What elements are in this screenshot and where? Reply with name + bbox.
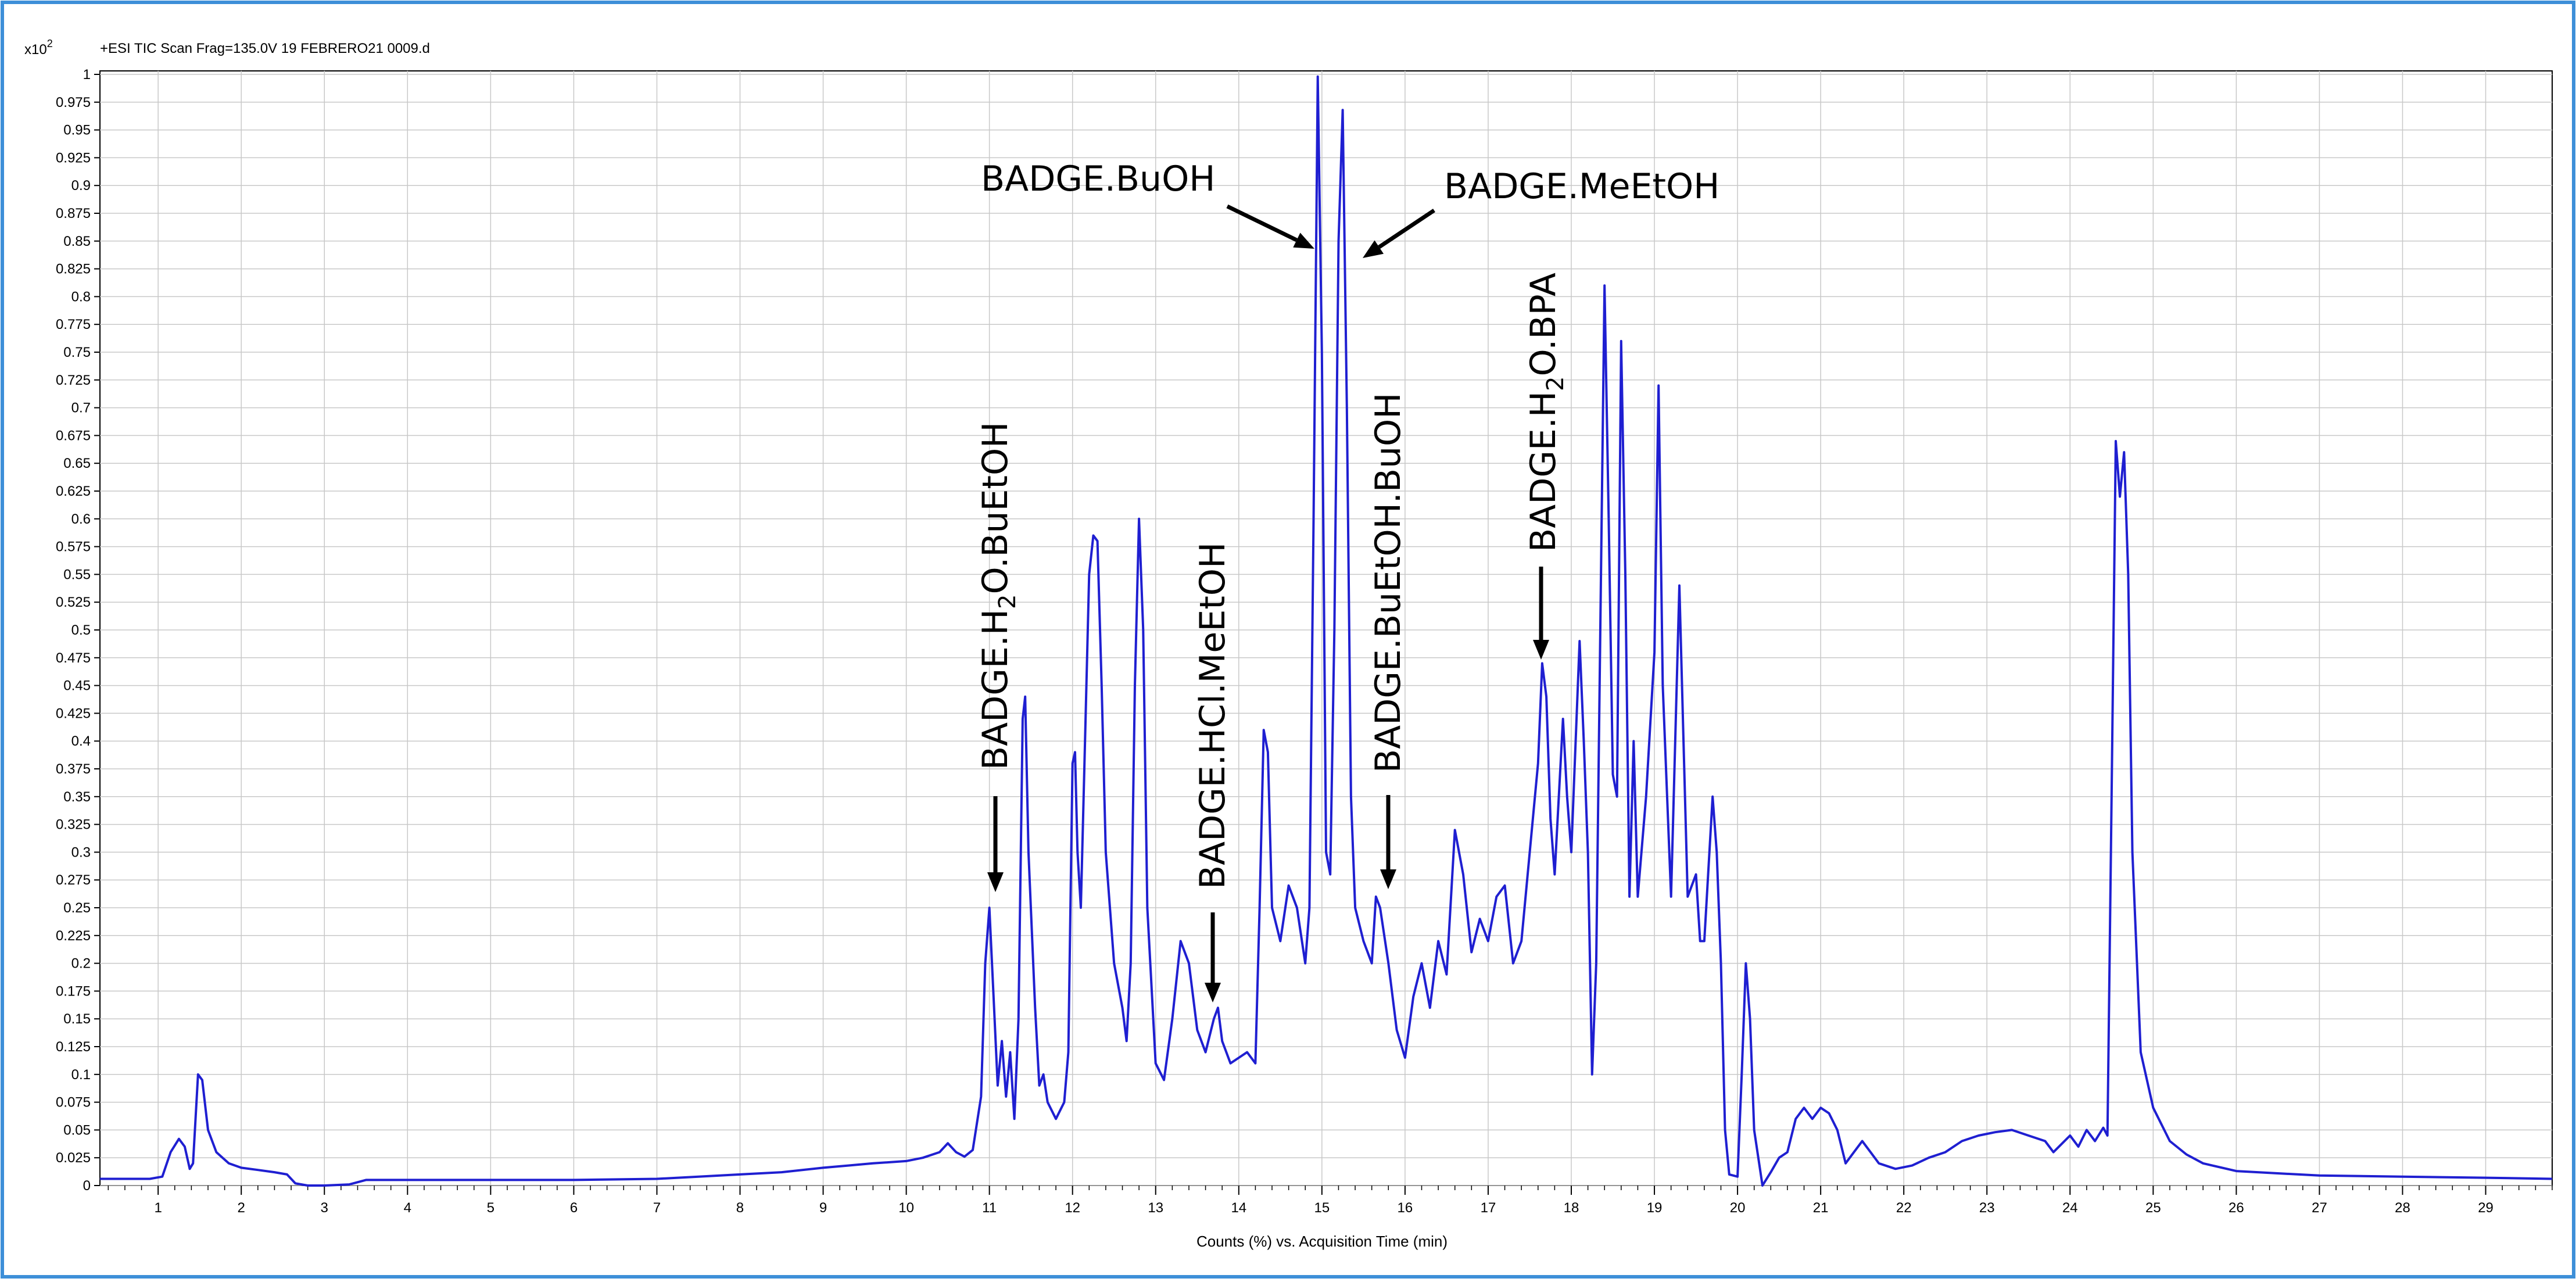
y-tick-label: 0.55: [63, 567, 91, 582]
y-tick-label: 0.85: [63, 234, 91, 249]
series-layer: [100, 75, 2553, 1187]
x-tick-label: 3: [321, 1200, 328, 1216]
x-tick-label: 1: [154, 1200, 162, 1216]
y-tick-label: 0.425: [56, 706, 91, 721]
y-tick-label: 0.15: [63, 1011, 91, 1027]
x-tick-label: 2: [238, 1200, 245, 1216]
y-tick-label: 0.975: [56, 95, 91, 110]
annotation-arrow: [1363, 209, 1435, 258]
y-tick-label: 0.3: [71, 844, 91, 860]
annotation-arrow: [987, 796, 1004, 892]
y-tick-label: 0.025: [56, 1150, 91, 1166]
annotation-arrow: [1380, 795, 1396, 889]
annotation-arrow: [1205, 912, 1221, 1002]
y-tick-label: 0.35: [63, 789, 91, 805]
chart-header: +ESI TIC Scan Frag=135.0V 19 FEBRERO21 0…: [100, 41, 430, 56]
x-tick-label: 28: [2395, 1200, 2410, 1216]
x-tick-label: 20: [1730, 1200, 1746, 1216]
annotation-label: BADGE.H2O.BuEtOH: [975, 422, 1021, 770]
tic-series-line: [100, 75, 2553, 1187]
x-tick-label: 27: [2312, 1200, 2327, 1216]
x-tick-label: 16: [1398, 1200, 1413, 1216]
x-tick-label: 12: [1065, 1200, 1080, 1216]
y-tick-label: 0.775: [56, 317, 91, 332]
x-tick-label: 29: [2478, 1200, 2493, 1216]
y-tick-label: 0.05: [63, 1122, 91, 1138]
x-tick-label: 8: [736, 1200, 744, 1216]
annotation-label: BADGE.H2O.BPA: [1523, 273, 1569, 552]
annotation-label: BADGE.HCl.MeEtOH: [1192, 542, 1233, 889]
y-tick-label: 0.875: [56, 206, 91, 221]
x-tick-label: 21: [1813, 1200, 1829, 1216]
y-tick-label: 0.95: [63, 123, 91, 138]
y-tick-label: 0.8: [71, 289, 91, 305]
y-tick-label: 0: [83, 1178, 91, 1194]
axis-layer: 0 0.025 0.05 0.075 0.1 0.125 0.15 0.175 0.2 0.225…: [56, 67, 2553, 1216]
multiplier-label: x102: [24, 38, 53, 58]
y-tick-label: 0.925: [56, 150, 91, 166]
x-tick-label: 18: [1564, 1200, 1579, 1216]
y-tick-label: 0.725: [56, 373, 91, 388]
annotation-arrow: [1226, 204, 1314, 249]
annotation-arrow: [1533, 567, 1549, 660]
x-axis-label: Counts (%) vs. Acquisition Time (min): [1196, 1233, 1448, 1250]
y-tick-label: 0.825: [56, 262, 91, 277]
annotation-layer: BADGE.H2O.BuEtOH BADGE.HCl.MeEtOH BADGE.Bu…: [975, 159, 1719, 1002]
x-tick-label: 9: [819, 1200, 827, 1216]
y-tick-label: 0.325: [56, 817, 91, 833]
y-tick-label: 0.475: [56, 650, 91, 666]
annotation-label: BADGE.BuEtOH.BuOH: [1368, 393, 1409, 773]
y-tick-label: 0.675: [56, 428, 91, 443]
y-tick-label: 0.65: [63, 456, 91, 471]
y-tick-label: 0.075: [56, 1095, 91, 1111]
y-tick-label: 0.5: [71, 622, 91, 638]
x-tick-label: 10: [898, 1200, 914, 1216]
x-tick-label: 25: [2145, 1200, 2161, 1216]
x-tick-label: 15: [1314, 1200, 1330, 1216]
y-tick-label: 0.9: [71, 178, 91, 194]
y-tick-label: 0.575: [56, 539, 91, 555]
y-tick-label: 0.25: [63, 900, 91, 916]
y-tick-label: 0.75: [63, 345, 91, 360]
grid-layer: [99, 70, 2553, 1186]
y-tick-label: 0.1: [71, 1067, 91, 1083]
y-tick-label: 0.125: [56, 1039, 91, 1055]
x-tick-label: 11: [982, 1200, 997, 1216]
y-tick-label: 0.6: [71, 511, 91, 527]
y-tick-label: 0.375: [56, 761, 91, 777]
x-tick-label: 14: [1231, 1200, 1246, 1216]
y-tick-label: 0.7: [71, 400, 91, 416]
annotation-label: BADGE.BuOH: [981, 159, 1215, 199]
annotation-label: BADGE.MeEtOH: [1444, 166, 1719, 207]
x-tick-label: 19: [1647, 1200, 1663, 1216]
y-tick-label: 0.45: [63, 678, 91, 694]
x-tick-label: 26: [2229, 1200, 2244, 1216]
x-tick-label: 6: [570, 1200, 578, 1216]
x-tick-label: 17: [1481, 1200, 1496, 1216]
y-tick-label: 0.275: [56, 872, 91, 888]
x-tick-label: 23: [1979, 1200, 1995, 1216]
y-tick-label: 0.625: [56, 484, 91, 499]
x-tick-label: 4: [404, 1200, 411, 1216]
x-tick-label: 24: [2062, 1200, 2078, 1216]
y-tick-label: 0.525: [56, 595, 91, 610]
y-tick-label: 0.2: [71, 956, 91, 972]
y-tick-label: 0.175: [56, 983, 91, 999]
y-tick-label: 0.4: [71, 733, 91, 749]
x-tick-label: 5: [487, 1200, 495, 1216]
y-tick-label: 1: [83, 67, 91, 83]
x-tick-label: 22: [1896, 1200, 1912, 1216]
y-tick-label: 0.225: [56, 928, 91, 944]
x-tick-label: 13: [1148, 1200, 1163, 1216]
x-tick-label: 7: [653, 1200, 661, 1216]
